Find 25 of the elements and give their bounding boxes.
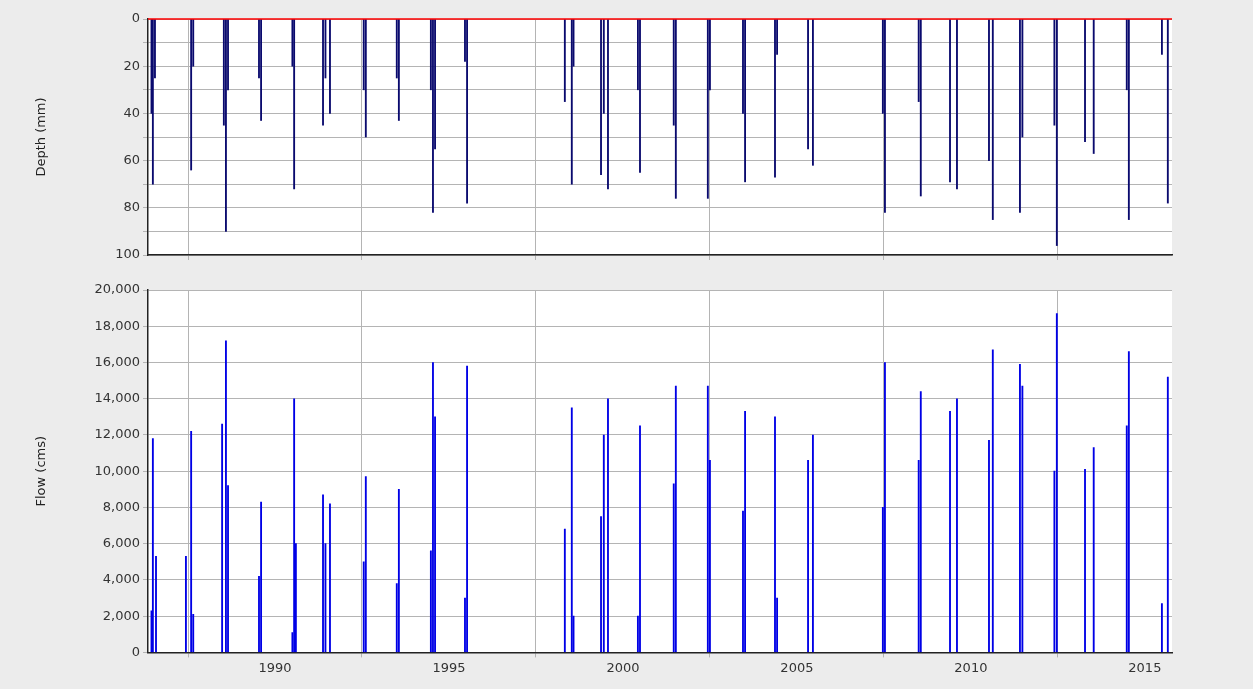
y-tick-label: 18,000 [94,317,140,333]
y-axis-title: Depth (mm) [33,97,49,177]
y-tick-label: 0 [131,643,140,659]
y-tick-label: 2,000 [102,607,140,623]
y-tick-label: 4,000 [102,571,140,587]
y-tick-label: 14,000 [94,390,140,406]
y-tick-label: 20 [123,57,140,73]
y-tick-label: 16,000 [94,353,140,369]
y-tick-label: 20,000 [94,281,140,297]
x-tick-label: 2010 [954,659,988,675]
y-tick-label: 0 [131,10,140,26]
x-tick-label: 2000 [606,659,640,675]
y-tick-label: 60 [123,151,140,167]
y-tick-label: 10,000 [94,462,140,478]
x-tick-label: 1995 [432,659,466,675]
x-tick-label: 2015 [1128,659,1162,675]
y-tick-label: 6,000 [102,535,140,551]
y-axis-title: Flow (cms) [33,435,49,507]
x-tick-label: 2005 [780,659,814,675]
x-tick-label: 1990 [258,659,292,675]
y-tick-label: 8,000 [102,498,140,514]
y-tick-label: 40 [123,104,140,120]
y-tick-label: 80 [123,199,140,215]
y-tick-label: 100 [115,246,140,262]
y-tick-label: 12,000 [94,426,140,442]
